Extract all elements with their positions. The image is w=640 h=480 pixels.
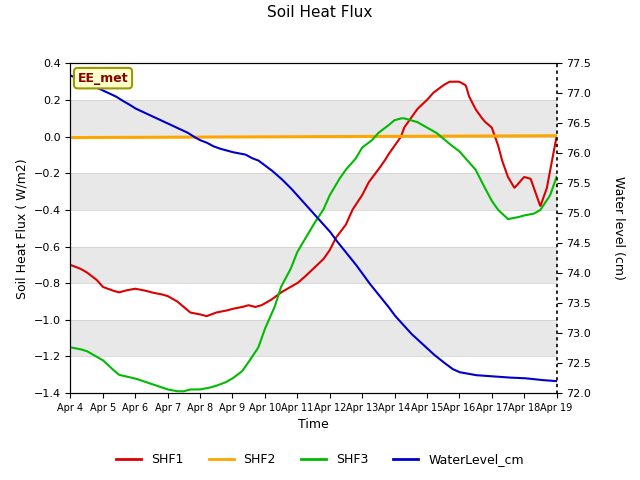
Bar: [70, 357, 557, 393]
Bar: [70, 137, 557, 173]
Bar: [70, 210, 557, 247]
Legend: SHF1, SHF2, SHF3, WaterLevel_cm: SHF1, SHF2, SHF3, WaterLevel_cm: [111, 448, 529, 471]
Bar: [70, 63, 557, 100]
X-axis label: Time: Time: [298, 419, 329, 432]
Y-axis label: Water level (cm): Water level (cm): [612, 176, 625, 280]
Text: Soil Heat Flux: Soil Heat Flux: [268, 5, 372, 20]
Text: EE_met: EE_met: [77, 72, 129, 84]
Bar: [70, 283, 557, 320]
Y-axis label: Soil Heat Flux ( W/m2): Soil Heat Flux ( W/m2): [15, 158, 28, 299]
